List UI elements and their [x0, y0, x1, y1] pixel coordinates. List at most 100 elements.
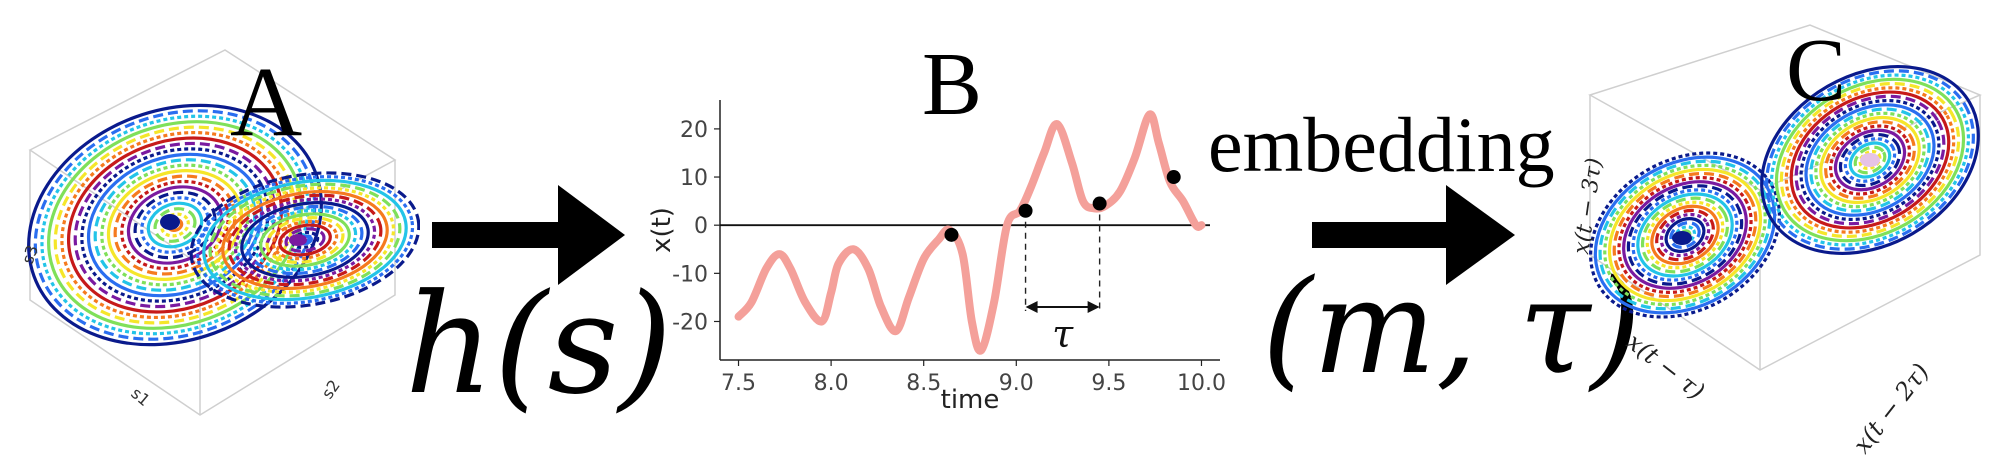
transform-function-label: h(s) — [405, 264, 673, 425]
attractor-orbit — [202, 178, 408, 302]
attractor-orbit — [1640, 196, 1730, 274]
attractor-orbit — [1799, 98, 1941, 222]
attractor-orbit — [1838, 132, 1902, 188]
attractor-orbit — [221, 189, 389, 291]
panel-a-label: A — [230, 46, 303, 157]
attractor-orbit — [1848, 141, 1892, 179]
attractor-orbit — [252, 208, 358, 272]
attractor-center — [1860, 153, 1880, 167]
attractor-orbit — [113, 174, 237, 276]
attractor-orbit — [1636, 192, 1734, 278]
y-tick-label: -20 — [672, 310, 708, 335]
bracket-right-head — [1087, 301, 1100, 314]
attractor-orbit — [1669, 221, 1701, 249]
attractor-orbit — [1612, 171, 1758, 299]
attractor-orbit — [1769, 73, 1971, 247]
attractor-orbit — [1673, 225, 1697, 245]
embedding-arrow — [1312, 185, 1515, 285]
series-line — [734, 110, 1206, 355]
panel-c-axis-x1: x(t − τ) — [1621, 328, 1710, 406]
panel-a-attractor: s3 s1 s2 — [18, 49, 420, 416]
attractor-orbit — [233, 197, 377, 283]
y-axis-label: x(t) — [647, 207, 677, 253]
attractor-orbit — [1819, 115, 1921, 205]
x-tick-label: 8.5 — [906, 371, 941, 396]
attractor-orbit — [140, 196, 210, 254]
y-tick-label: 0 — [694, 214, 708, 239]
attractor-orbit — [1626, 184, 1744, 286]
transform-arrow — [432, 185, 625, 285]
chart-ticks: 7.5 8.0 8.5 9.0 9.5 10.0 20 10 0 -10 -20 — [672, 118, 1226, 396]
sample-point — [944, 227, 959, 242]
attractor-orbit — [126, 185, 224, 265]
attractor-orbit — [120, 179, 230, 271]
attractor-orbit — [1824, 120, 1916, 200]
attractor-orbit — [1794, 94, 1946, 226]
attractor-orbit — [1659, 212, 1711, 258]
attractor-orbit — [1655, 208, 1715, 262]
panel-c-trajectories — [1589, 64, 1980, 319]
sample-point — [1092, 196, 1107, 211]
attractor-center — [160, 214, 180, 230]
attractor-center — [289, 234, 307, 246]
attractor-orbit — [1779, 81, 1961, 239]
x-tick-label: 7.5 — [721, 371, 756, 396]
panel-a-axis-s3: s3 — [18, 242, 42, 266]
attractor-orbit — [1843, 137, 1897, 183]
chart-series — [734, 110, 1206, 355]
attractor-orbit — [1765, 69, 1975, 251]
attractor-orbit — [1603, 163, 1767, 307]
attractor-orbit — [1789, 90, 1951, 230]
delay-tau-label: τ — [1052, 312, 1074, 356]
attractor-orbit — [265, 216, 345, 264]
x-tick-label: 9.0 — [999, 371, 1034, 396]
attractor-orbit — [240, 201, 370, 279]
sample-points — [944, 170, 1181, 242]
attractor-orbit — [1650, 204, 1720, 266]
attractor-orbit — [1804, 103, 1936, 217]
panel-a-axis-s1: s1 — [127, 384, 153, 410]
y-tick-label: 10 — [680, 166, 708, 191]
attractor-orbit — [278, 223, 332, 257]
y-tick-label: -10 — [672, 262, 708, 287]
attractor-orbit — [47, 120, 303, 330]
attractor-orbit — [189, 171, 420, 309]
sample-point — [1018, 203, 1033, 218]
attractor-orbit — [1617, 176, 1753, 294]
y-tick-label: 20 — [680, 118, 708, 143]
x-tick-label: 10.0 — [1177, 371, 1226, 396]
sample-point — [1166, 170, 1181, 185]
attractor-center — [1672, 231, 1692, 245]
embedding-parameters: (m, τ) — [1262, 251, 1642, 403]
panel-c-axis-x2: x(t − 2τ) — [1848, 358, 1935, 459]
attractor-orbit — [1622, 180, 1748, 290]
attractor-orbit — [1858, 149, 1882, 171]
x-tick-label: 8.0 — [814, 371, 849, 396]
attractor-orbit — [1645, 200, 1725, 270]
attractor-orbit — [146, 201, 204, 249]
x-axis-label: time — [941, 385, 1000, 410]
attractor-orbit — [259, 212, 351, 268]
attractor-orbit — [1607, 167, 1763, 303]
panel-a-trajectories — [27, 103, 420, 347]
attractor-orbit — [208, 182, 402, 298]
delay-bracket — [1024, 203, 1101, 314]
attractor-orbit — [1774, 77, 1966, 243]
panel-b-label: B — [922, 35, 983, 134]
chart-axes — [719, 100, 1220, 361]
attractor-orbit — [1814, 111, 1926, 209]
x-tick-label: 9.5 — [1091, 371, 1126, 396]
time-series-chart: 7.5 8.0 8.5 9.0 9.5 10.0 20 10 0 -10 -20 time x(t)… — [647, 100, 1226, 410]
attractor-orbit — [153, 207, 197, 243]
panel-a-axis-s2: s2 — [318, 376, 344, 402]
attractor-orbit — [1631, 188, 1739, 282]
attractor-orbit — [271, 219, 339, 261]
bracket-left-head — [1025, 301, 1038, 314]
attractor-orbit — [1593, 155, 1777, 315]
attractor-orbit — [246, 204, 364, 276]
panel-c-attractor: x(t − 3τ) x(t − τ) x(t − 2τ) — [1570, 24, 1982, 459]
attractor-orbit — [214, 186, 396, 294]
attractor-orbit — [284, 227, 326, 253]
attractor-orbit — [1833, 128, 1907, 192]
attractor-orbit — [227, 193, 383, 287]
